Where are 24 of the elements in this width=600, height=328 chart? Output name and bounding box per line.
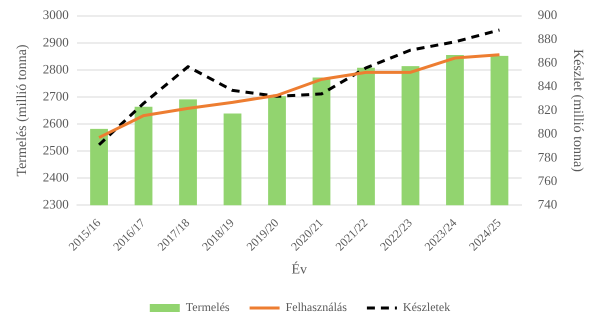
y-tick-label: 2300 xyxy=(42,196,69,212)
y-tick-label: 2900 xyxy=(42,34,69,50)
y2-axis-title: Készlet (millió tonna) xyxy=(570,49,585,172)
y2-tick-label: 880 xyxy=(538,30,558,46)
y-tick-label: 2400 xyxy=(42,170,69,185)
y2-tick-label: 760 xyxy=(538,172,558,188)
y-tick-label: 3000 xyxy=(42,7,69,22)
y-axis-title: Termelés (millió tonna) xyxy=(15,44,30,176)
y2-tick-label: 900 xyxy=(538,7,558,22)
y2-tick-label: 740 xyxy=(538,196,558,212)
line-series xyxy=(98,28,501,146)
y2-tick-label: 820 xyxy=(538,102,558,117)
legend-label: Készletek xyxy=(402,300,450,314)
y-tick-label: 2800 xyxy=(42,61,69,76)
y2-tick-label: 860 xyxy=(538,54,558,70)
legend-label: Felhasználás xyxy=(286,300,348,314)
y2-tick-label: 840 xyxy=(538,78,558,94)
y2-tick-label: 780 xyxy=(538,149,558,164)
y-tick-label: 2600 xyxy=(42,115,69,130)
y-tick-label: 2500 xyxy=(42,142,69,158)
legend-label: Termelés xyxy=(186,300,230,314)
x-axis-title: Év xyxy=(291,260,308,278)
y2-tick-label: 800 xyxy=(538,126,558,141)
y-tick-label: 2700 xyxy=(42,88,69,104)
